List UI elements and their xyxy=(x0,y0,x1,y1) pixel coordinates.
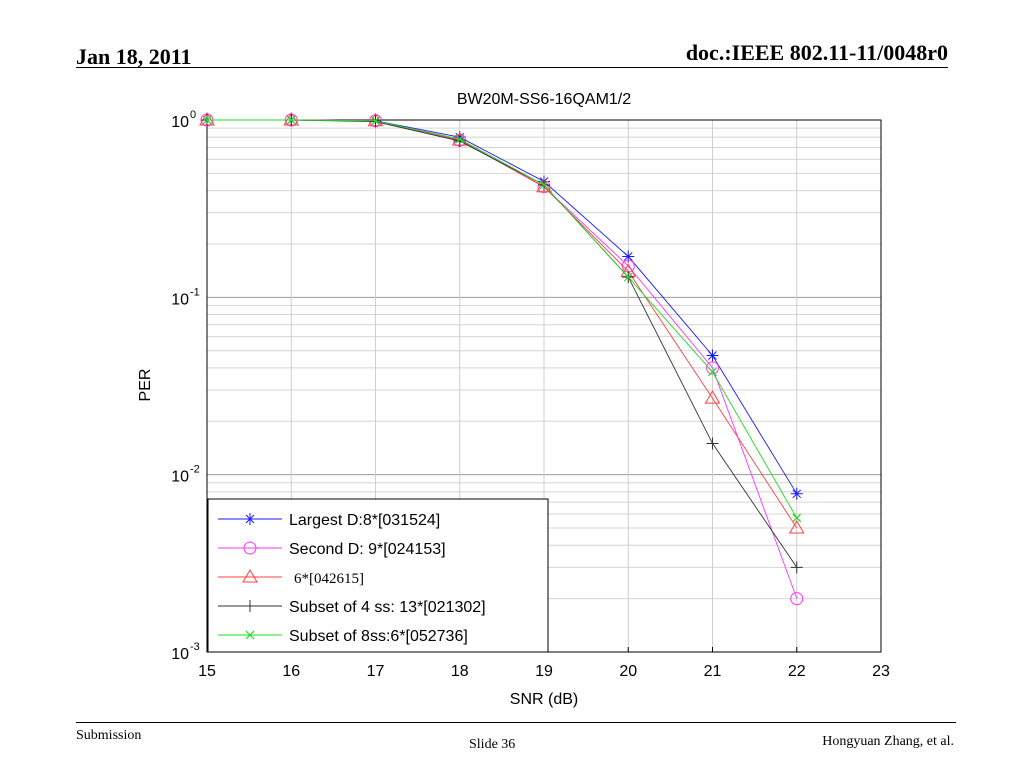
legend-marker-3 xyxy=(242,569,258,583)
chart-title: BW20M-SS6-16QAM1/2 xyxy=(457,91,631,108)
data-point-series-5 xyxy=(623,272,633,282)
footer-submission: Submission xyxy=(76,728,142,743)
data-point-series-3 xyxy=(788,520,805,534)
footer-divider xyxy=(76,722,956,723)
data-point-series-5 xyxy=(455,134,465,144)
series-line-5 xyxy=(207,119,798,519)
slide-date: Jan 18, 2011 xyxy=(76,44,192,69)
legend-label-4: Subset of 4 ss: 13*[021302] xyxy=(289,599,486,616)
data-point-series-1 xyxy=(622,250,635,263)
data-point-series-2 xyxy=(790,592,804,606)
data-point-series-4 xyxy=(706,437,719,450)
data-point-series-1 xyxy=(790,487,803,500)
legend-marker-2 xyxy=(243,541,257,555)
legend-marker-5 xyxy=(245,630,255,640)
legend-marker-1 xyxy=(244,513,256,525)
legend-label-1: Largest D:8*[031524] xyxy=(289,512,440,529)
x-tick-label: 18 xyxy=(451,663,469,680)
footer-author: Hongyuan Zhang, et al. xyxy=(822,734,954,749)
document-id: doc.:IEEE 802.11-11/0048r0 xyxy=(685,40,948,65)
y-axis-label: PER xyxy=(137,369,154,402)
x-tick-label: 19 xyxy=(535,663,553,680)
per-vs-snr-chart: BW20M-SS6-16QAM1/2 SNR (dB) PER 15 16 17 18… xyxy=(137,91,890,708)
data-point-series-5 xyxy=(202,115,212,125)
data-point-series-5 xyxy=(792,513,802,523)
x-tick-label: 21 xyxy=(704,663,722,680)
data-point-series-5 xyxy=(539,180,549,190)
x-tick-label: 23 xyxy=(872,663,890,680)
data-point-series-4 xyxy=(790,561,803,574)
slide-number: Slide 36 xyxy=(469,737,516,752)
y-tick-label: 10 xyxy=(171,646,189,663)
x-axis-label: SNR (dB) xyxy=(510,691,578,708)
data-point-series-3 xyxy=(536,178,552,193)
y-tick-exponent: -3 xyxy=(190,641,200,653)
x-tick-label: 22 xyxy=(788,663,806,680)
y-tick-label: 10 xyxy=(171,469,189,486)
y-tick-label: 10 xyxy=(171,114,189,131)
x-tick-label: 20 xyxy=(619,663,637,680)
data-point-series-2 xyxy=(706,361,719,375)
legend-marker-4 xyxy=(244,600,256,612)
data-point-series-5 xyxy=(286,115,296,125)
legend-box xyxy=(207,498,549,653)
legend-label-5: Subset of 8ss:6*[052736] xyxy=(289,628,468,645)
data-point-series-3 xyxy=(704,390,721,404)
data-point-series-1 xyxy=(706,349,719,362)
legend-label-2: Second D: 9*[024153] xyxy=(289,541,446,558)
x-tick-label: 15 xyxy=(198,663,216,680)
data-point-series-5 xyxy=(708,367,717,377)
x-tick-label: 16 xyxy=(282,663,300,680)
y-tick-label: 10 xyxy=(171,291,189,308)
y-tick-exponent: -2 xyxy=(190,464,200,476)
data-point-series-5 xyxy=(371,116,380,126)
x-tick-label: 17 xyxy=(367,663,385,680)
legend-label-3: 6*[042615] xyxy=(294,571,364,587)
y-tick-exponent: 0 xyxy=(190,109,196,121)
y-tick-exponent: -1 xyxy=(190,286,200,298)
header-divider xyxy=(76,67,948,68)
